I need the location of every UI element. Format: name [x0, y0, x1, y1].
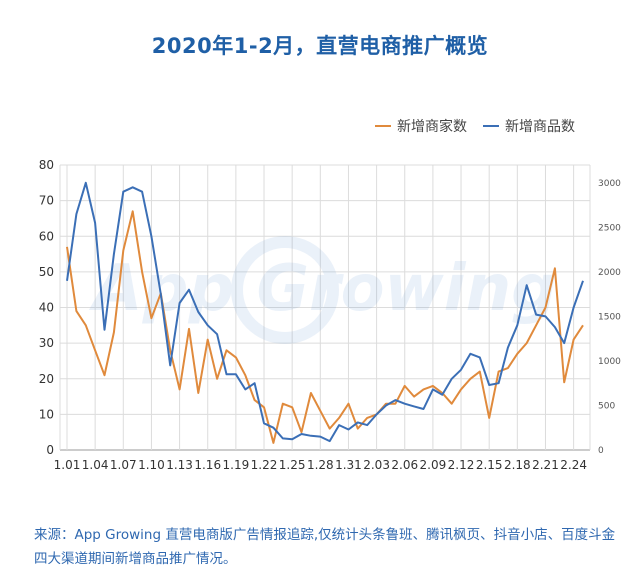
y-left-tick-label: 20	[39, 372, 54, 386]
x-tick-label: 1.31	[335, 458, 362, 472]
chart-title: 2020年1-2月，直营电商推广概览	[151, 34, 489, 58]
x-tick-label: 2.06	[391, 458, 418, 472]
x-tick-label: 1.16	[194, 458, 221, 472]
y-left-tick-label: 60	[39, 229, 54, 243]
y-right-tick-label: 2000	[598, 268, 621, 278]
y-left-tick-label: 10	[39, 407, 54, 421]
x-tick-label: 2.12	[448, 458, 475, 472]
x-tick-label: 2.21	[532, 458, 559, 472]
legend-label: 新增商品数	[505, 119, 575, 135]
y-left-tick-label: 50	[39, 265, 54, 279]
legend-label: 新增商家数	[397, 118, 467, 135]
y-right-tick-label: 1000	[598, 357, 621, 367]
x-tick-label: 1.04	[82, 458, 109, 472]
y-left-tick-label: 80	[39, 158, 54, 172]
source-note: 来源：App Growing 直营电商版广告情报追踪,仅统计头条鲁班、腾讯枫页、…	[34, 527, 616, 567]
x-tick-label: 2.15	[476, 458, 503, 472]
x-tick-label: 1.10	[138, 458, 165, 472]
x-tick-label: 2.09	[420, 458, 447, 472]
x-tick-label: 1.28	[307, 458, 334, 472]
series-line-products	[66, 181, 584, 443]
y-left-tick-label: 0	[46, 443, 54, 457]
y-right-tick-label: 0	[598, 446, 604, 456]
x-tick-label: 2.03	[363, 458, 390, 472]
series-line-merchants	[66, 210, 584, 444]
x-tick-label: 1.13	[166, 458, 193, 472]
watermark-text: App Growing	[88, 252, 557, 326]
y-right-tick-label: 1500	[598, 312, 621, 322]
x-tick-label: 1.19	[223, 458, 250, 472]
y-left-tick-label: 30	[39, 336, 54, 350]
x-tick-label: 1.25	[279, 458, 306, 472]
y-right-tick-label: 500	[598, 401, 615, 411]
x-tick-label: 2.24	[560, 458, 587, 472]
x-tick-label: 1.07	[110, 458, 137, 472]
y-left-tick-label: 40	[39, 301, 54, 315]
y-right-tick-label: 3000	[598, 179, 621, 189]
watermark: App Growing	[88, 236, 557, 344]
x-tick-label: 2.18	[504, 458, 531, 472]
y-left-tick-label: 70	[39, 194, 54, 208]
x-tick-label: 1.22	[251, 458, 278, 472]
y-right-tick-label: 2500	[598, 223, 621, 233]
watermark-logo-icon	[231, 236, 339, 344]
x-tick-label: 1.01	[54, 458, 81, 472]
